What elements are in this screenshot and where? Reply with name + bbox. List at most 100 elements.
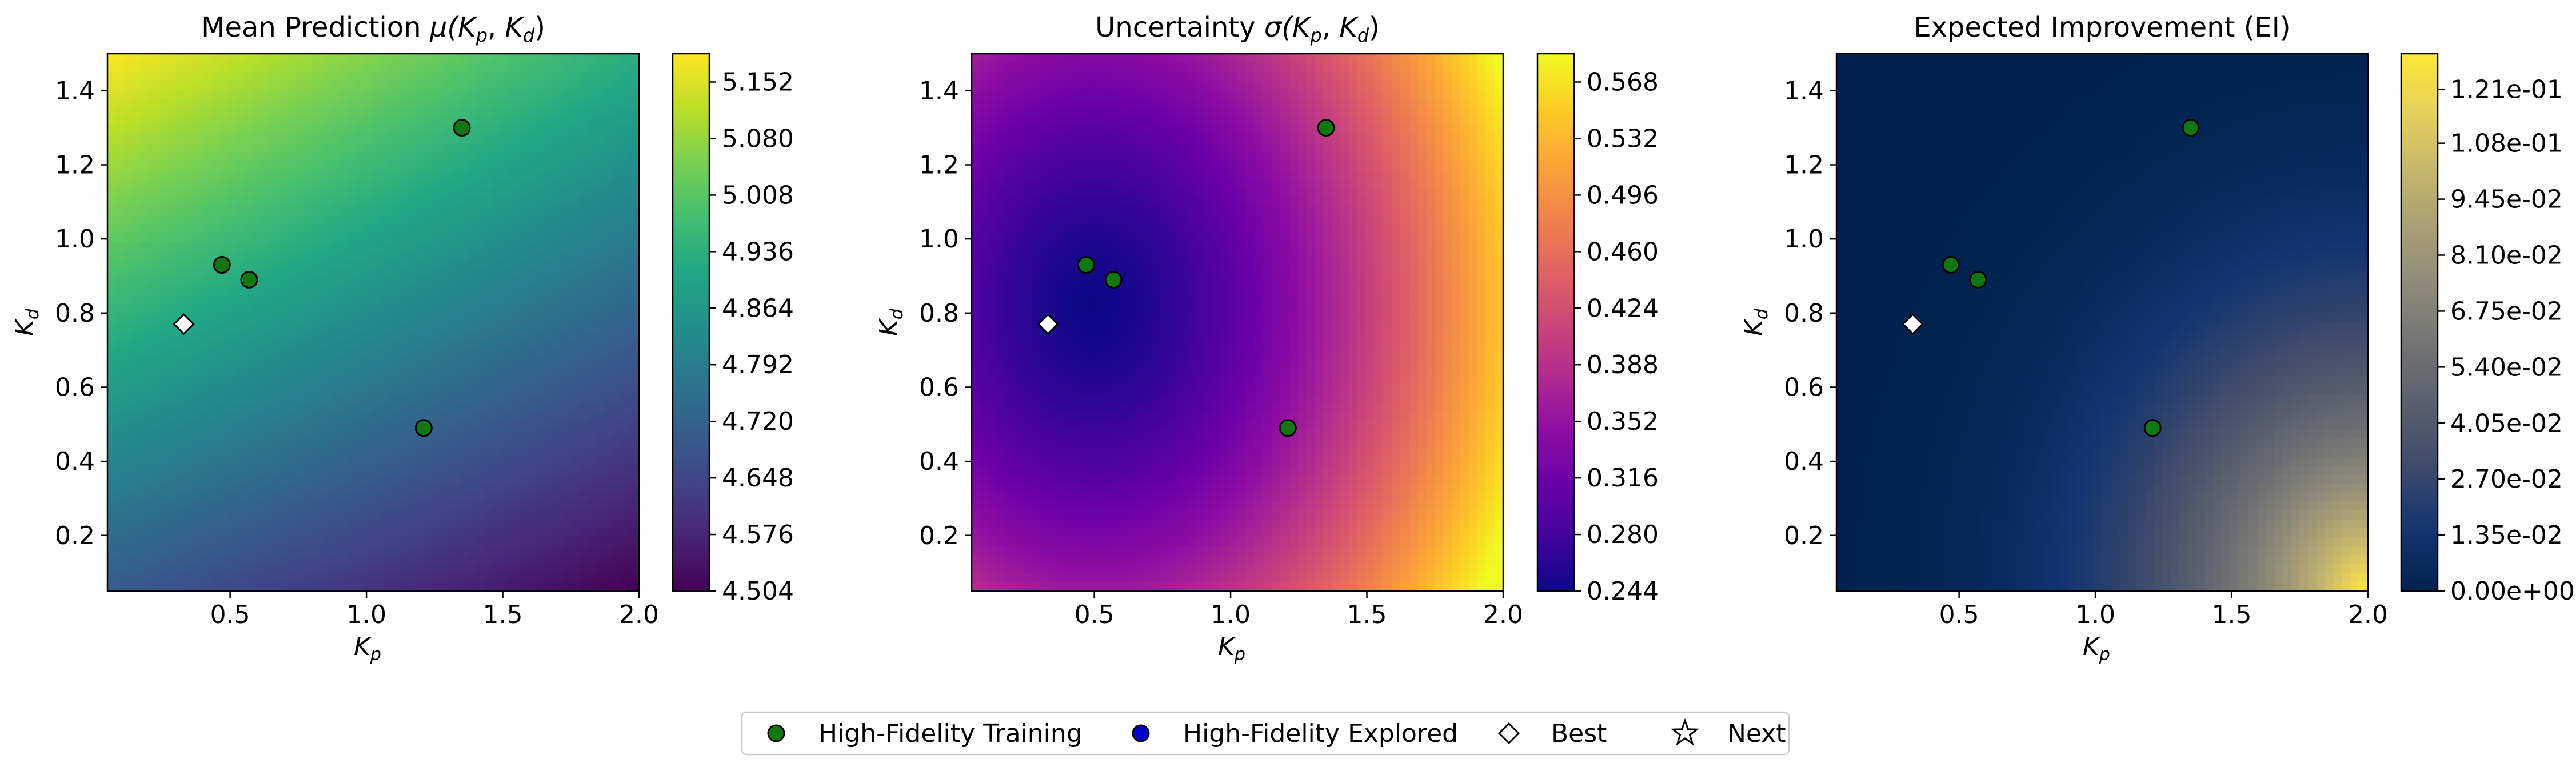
x-tick-label: 1.0 xyxy=(1211,600,1251,629)
chart-title: Mean Prediction μ(Kp, Kd) xyxy=(201,11,545,46)
x-axis-label: Kp xyxy=(2083,632,2110,665)
y-tick-label: 0.2 xyxy=(55,521,95,550)
x-tick-label: 2.0 xyxy=(619,600,659,629)
colorbar-tick-label: 5.152 xyxy=(722,67,794,97)
x-axis-label: Kp xyxy=(354,632,381,665)
chart-title: Expected Improvement (EI) xyxy=(1914,11,2290,43)
axes-frame xyxy=(1835,53,2369,592)
legend: High-Fidelity Training High-Fidelity Expl… xyxy=(741,711,1790,756)
colorbar xyxy=(2400,53,2439,592)
colorbar-tick-label: 0.460 xyxy=(1587,237,1659,266)
y-tick-label: 1.4 xyxy=(1784,77,1824,106)
y-tick-label: 0.4 xyxy=(55,447,95,476)
colorbar-tick-label: 4.05e-02 xyxy=(2450,409,2563,438)
colorbar-tick-label: 4.936 xyxy=(722,237,794,266)
panel-1: Mean Prediction μ(Kp, Kd) 0.5 1.0 1.5 2.0 0.2… xyxy=(10,11,794,665)
axes-frame xyxy=(106,53,640,592)
x-axis-label: Kp xyxy=(1218,632,1245,665)
colorbar-tick-label: 5.080 xyxy=(722,124,794,153)
colorbar-tick-label: 0.532 xyxy=(1587,124,1659,153)
x-tick-label: 2.0 xyxy=(1483,600,1523,629)
colorbar-tick-label: 1.35e-02 xyxy=(2450,521,2563,550)
best-point xyxy=(173,313,195,335)
y-tick-label: 0.8 xyxy=(1784,299,1824,328)
colorbar-tick-label: 4.792 xyxy=(722,350,794,379)
heatmap-field xyxy=(107,54,639,591)
y-tick-label: 1.0 xyxy=(55,225,95,254)
legend-label: Best xyxy=(1551,719,1607,748)
chart-title: Uncertainty σ(Kp, Kd) xyxy=(1095,11,1380,46)
training-point xyxy=(2182,119,2200,137)
y-tick-label: 0.4 xyxy=(1784,447,1824,476)
colorbar-tick-label: 1.21e-01 xyxy=(2450,75,2563,104)
colorbar xyxy=(1536,53,1575,592)
legend-marker-circle xyxy=(1132,724,1150,742)
legend-box xyxy=(741,711,1790,756)
x-tick-label: 1.5 xyxy=(1347,600,1387,629)
x-tick-label: 0.5 xyxy=(210,600,250,629)
x-tick-label: 1.0 xyxy=(346,600,386,629)
training-point xyxy=(453,119,471,137)
colorbar-tick-label: 6.75e-02 xyxy=(2450,297,2563,326)
colorbar-tick-label: 0.244 xyxy=(1587,577,1659,606)
panel-3: Expected Improvement (EI) 0.5 1.0 1.5 2.0 0.2… xyxy=(1739,11,2575,665)
colorbar-tick-label: 0.280 xyxy=(1587,520,1659,549)
x-tick-label: 2.0 xyxy=(2348,600,2388,629)
y-tick-label: 1.0 xyxy=(1784,225,1824,254)
colorbar-tick-label: 2.70e-02 xyxy=(2450,465,2563,494)
y-tick-label: 0.6 xyxy=(1784,373,1824,402)
legend-marker-circle xyxy=(767,724,785,742)
y-tick-label: 1.4 xyxy=(919,77,959,106)
training-point xyxy=(1969,270,1987,289)
best-point xyxy=(1037,313,1059,335)
y-tick-label: 1.4 xyxy=(55,77,95,106)
panel-2: Uncertainty σ(Kp, Kd) 0.5 1.0 1.5 2.0 0.2 0.4 0… xyxy=(874,11,1659,665)
training-point xyxy=(414,419,433,437)
colorbar-tick-label: 0.388 xyxy=(1587,350,1659,379)
x-tick-label: 0.5 xyxy=(1939,600,1979,629)
panels: Mean Prediction μ(Kp, Kd) 0.5 1.0 1.5 2.0 0.2… xyxy=(10,11,2575,665)
colorbar-tick-label: 4.576 xyxy=(722,520,794,549)
x-tick-label: 1.0 xyxy=(2075,600,2115,629)
legend-label: High-Fidelity Training xyxy=(818,719,1083,748)
colorbar-tick-label: 0.496 xyxy=(1587,181,1659,210)
colorbar-tick-label: 0.424 xyxy=(1587,294,1659,323)
colorbar-tick-label: 8.10e-02 xyxy=(2450,241,2563,270)
y-tick-label: 0.2 xyxy=(919,521,959,550)
training-point xyxy=(1279,419,1297,437)
y-tick-label: 1.0 xyxy=(919,225,959,254)
legend-marker-star xyxy=(1670,718,1700,746)
y-tick-label: 0.8 xyxy=(919,299,959,328)
y-tick-label: 0.4 xyxy=(919,447,959,476)
y-tick-label: 1.2 xyxy=(919,150,959,179)
training-point xyxy=(1077,256,1095,274)
training-point xyxy=(1104,270,1123,289)
colorbar-tick-label: 5.008 xyxy=(722,181,794,210)
legend-label: High-Fidelity Explored xyxy=(1183,719,1458,748)
best-point xyxy=(1902,313,1924,335)
colorbar xyxy=(672,53,710,592)
y-tick-label: 0.8 xyxy=(55,299,95,328)
colorbar-tick-label: 0.352 xyxy=(1587,407,1659,436)
colorbar-tick-label: 4.864 xyxy=(722,294,794,323)
colorbar-tick-label: 9.45e-02 xyxy=(2450,185,2563,214)
y-axis-label: Kd xyxy=(874,308,907,336)
y-axis-label: Kd xyxy=(1739,308,1772,336)
colorbar-tick-label: 5.40e-02 xyxy=(2450,353,2563,382)
y-tick-label: 0.6 xyxy=(55,373,95,402)
training-point xyxy=(2143,419,2162,437)
colorbar-tick-label: 0.568 xyxy=(1587,67,1659,97)
training-point xyxy=(213,256,231,274)
y-tick-label: 1.2 xyxy=(55,150,95,179)
colorbar-tick-label: 4.720 xyxy=(722,407,794,436)
colorbar-tick-label: 4.504 xyxy=(722,577,794,606)
y-tick-label: 0.2 xyxy=(1784,521,1824,550)
colorbar-tick-label: 1.08e-01 xyxy=(2450,129,2563,158)
training-point xyxy=(1942,256,1960,274)
colorbar-tick-label: 4.648 xyxy=(722,464,794,493)
x-tick-label: 1.5 xyxy=(2212,600,2252,629)
legend-label: Next xyxy=(1727,719,1786,748)
y-axis-label: Kd xyxy=(10,308,43,336)
training-point xyxy=(1317,119,1335,137)
